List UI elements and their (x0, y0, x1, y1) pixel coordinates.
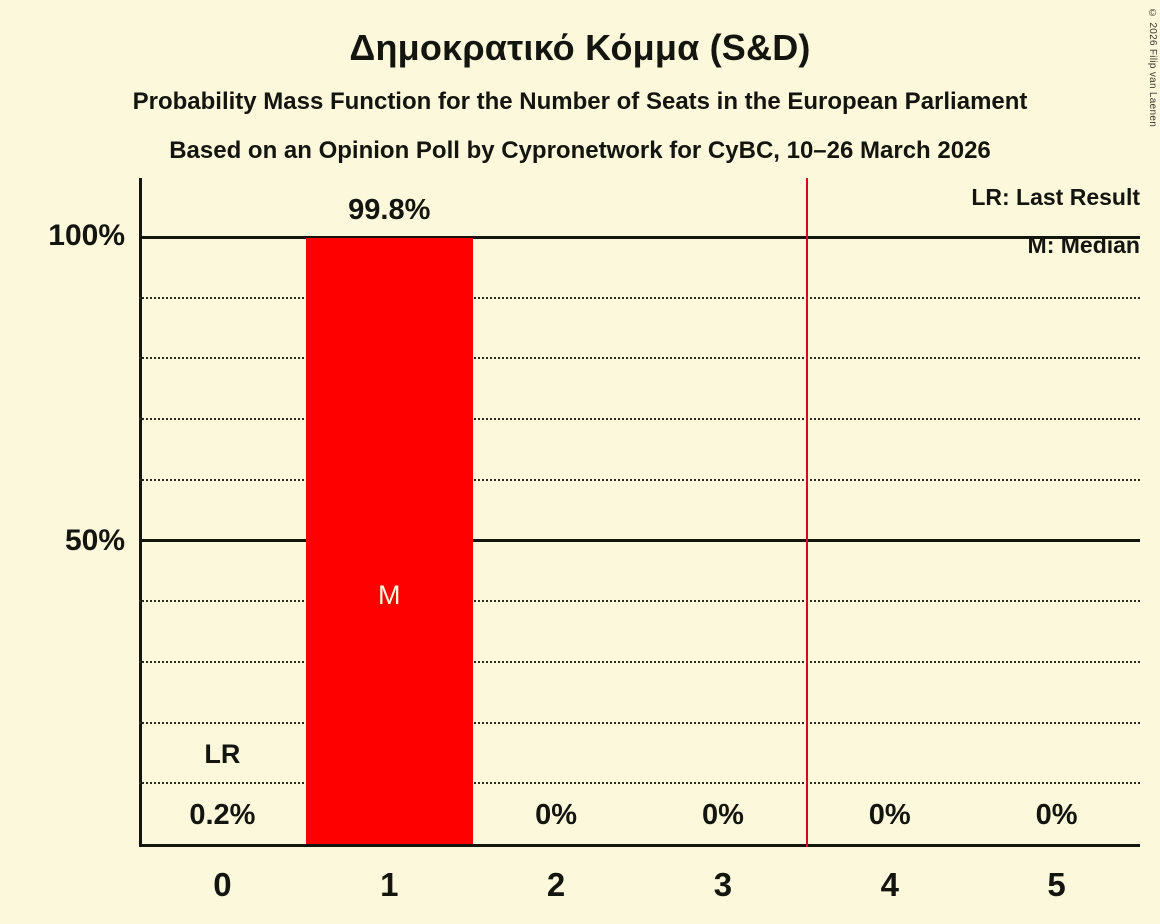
last-result-marker: LR (204, 739, 241, 770)
bar-seat-1[interactable]: M (305, 238, 473, 844)
gridline-100 (139, 235, 1140, 239)
gridline-60 (139, 478, 1140, 481)
gridline-10 (139, 782, 1140, 785)
value-label-seat-4: 0% (868, 799, 911, 831)
page-title: Δημοκρατικό Κόμμα (S&D) (349, 27, 811, 68)
value-label-seat-2: 0% (535, 799, 578, 831)
majority-threshold-line (806, 178, 809, 847)
x-axis-line (139, 844, 1140, 847)
legend-last-result: LR: Last Result (971, 184, 1140, 210)
gridline-20 (139, 721, 1140, 724)
y-axis-line (139, 178, 142, 847)
value-label-seat-1: 99.8% (348, 194, 431, 227)
y-tick-100: 100% (48, 219, 125, 252)
y-tick-50: 50% (64, 524, 125, 557)
value-label-seat-0: 0.2% (189, 799, 256, 831)
copyright-notice: © 2026 Filip van Laenen (1147, 8, 1158, 128)
gridline-70 (139, 418, 1140, 421)
x-tick-1: 1 (380, 866, 399, 903)
gridline-80 (139, 357, 1140, 360)
chart-subtitle-primary: Probability Mass Function for the Number… (132, 88, 1028, 115)
x-tick-4: 4 (880, 866, 899, 903)
median-marker: M (377, 579, 401, 610)
chart-subtitle-source: Based on an Opinion Poll by Cypronetwork… (169, 137, 991, 164)
x-tick-0: 0 (213, 866, 232, 903)
plot-area: M 0.2% LR 99.8% 0% 0% 0% 0% (139, 178, 1140, 847)
x-tick-3: 3 (713, 866, 733, 903)
value-label-seat-5: 0% (1035, 799, 1078, 831)
x-tick-5: 5 (1047, 866, 1066, 903)
value-label-seat-3: 0% (701, 799, 744, 831)
gridline-90 (139, 296, 1140, 299)
gridline-50 (139, 539, 1140, 542)
gridline-40 (139, 600, 1140, 603)
x-tick-2: 2 (546, 866, 566, 903)
gridline-30 (139, 660, 1140, 663)
